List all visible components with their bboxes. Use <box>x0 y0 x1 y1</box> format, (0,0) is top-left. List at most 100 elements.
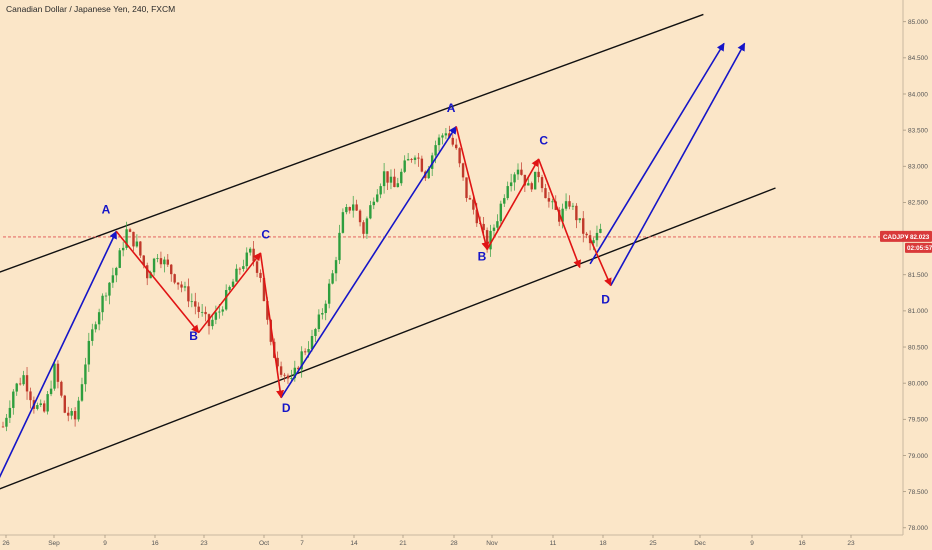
price-tag-box <box>880 230 932 242</box>
x-tick-label-11: 11 <box>550 540 557 547</box>
candle-body <box>142 255 145 266</box>
candle-body <box>46 394 49 412</box>
wave-label-a-0: A <box>102 202 111 216</box>
candle-body <box>290 378 293 379</box>
wave-label-c-6: C <box>539 134 548 148</box>
candle-body <box>352 204 355 211</box>
channel-line-lower <box>0 187 776 490</box>
y-tick-label-2: 79.000 <box>908 453 928 460</box>
wave-label-b-1: B <box>189 329 198 343</box>
candle-body <box>393 176 396 188</box>
corrective-wave-0-seg-2 <box>259 252 285 399</box>
y-tick-label-4: 80.000 <box>908 380 928 387</box>
x-tick-label-17: 23 <box>847 540 855 547</box>
candle-body <box>235 268 238 282</box>
y-tick-label-3: 79.500 <box>908 417 928 424</box>
candle-body <box>139 241 142 256</box>
countdown-text: 02:05:57 <box>907 245 932 252</box>
candle-body <box>582 218 585 234</box>
candle-body <box>527 183 530 186</box>
candle-body <box>558 209 561 222</box>
wave-labels-layer: A B C D A B C D <box>102 101 611 415</box>
candle-body <box>307 349 310 353</box>
candle-body <box>293 367 297 379</box>
candle-body <box>595 232 599 241</box>
candle-body <box>183 286 187 288</box>
candle-body <box>84 364 87 385</box>
candle-body <box>276 357 279 367</box>
candle-body <box>317 314 321 330</box>
candle-body <box>451 137 454 145</box>
y-tick-label-9: 82.500 <box>908 200 928 207</box>
x-tick-label-10: Nov <box>486 540 498 547</box>
candle-body <box>345 207 348 213</box>
candle-body <box>324 303 327 314</box>
candle-body <box>413 157 417 160</box>
candle-body <box>249 248 252 253</box>
candle-body <box>94 324 97 330</box>
candle-body <box>571 205 575 207</box>
candle-body <box>427 168 430 179</box>
y-tick-label-12: 84.000 <box>908 91 928 98</box>
candle-body <box>125 229 128 248</box>
candle-body <box>156 258 159 259</box>
candle-body <box>135 241 139 247</box>
candle-body <box>97 312 101 325</box>
candle-body <box>530 183 533 190</box>
candle-body <box>475 209 478 224</box>
candle-body <box>128 229 132 232</box>
candle-body <box>310 336 314 350</box>
candle-body <box>444 133 448 136</box>
candle-body <box>448 133 451 138</box>
candle-body <box>39 403 42 406</box>
candle-body <box>18 383 22 385</box>
candle-body <box>77 400 80 420</box>
candle-body <box>224 290 228 310</box>
corrective-wave-0-seg-0 <box>115 230 200 334</box>
candle-body <box>283 374 286 376</box>
candle-body <box>245 252 248 267</box>
candle-body <box>578 218 581 221</box>
candle-body <box>441 135 444 138</box>
x-tick-label-5: Oct <box>259 540 269 547</box>
candle-body <box>533 171 537 190</box>
y-tick-label-6: 81.000 <box>908 308 928 315</box>
x-tick-label-13: 25 <box>649 540 657 547</box>
candle-body <box>537 171 540 178</box>
candles-layer <box>1 125 602 432</box>
candle-body <box>104 295 108 297</box>
candle-body <box>286 375 290 379</box>
y-tick-label-1: 78.500 <box>908 489 928 496</box>
waves-layer <box>0 42 746 479</box>
candle-body <box>63 395 66 413</box>
candle-body <box>417 157 420 159</box>
candle-body <box>53 363 56 389</box>
candle-body <box>568 201 571 207</box>
x-tick-label-16: 16 <box>798 540 806 547</box>
candle-body <box>540 177 544 189</box>
candle-body <box>341 212 345 233</box>
wave-label-a-4: A <box>447 101 456 115</box>
candle-body <box>108 282 111 296</box>
candle-body <box>338 232 341 261</box>
candle-body <box>49 388 53 395</box>
candle-body <box>303 351 307 353</box>
candle-body <box>547 198 551 202</box>
candle-body <box>149 272 152 279</box>
candle-body <box>348 207 351 211</box>
candle-body <box>259 272 262 278</box>
candle-body <box>551 201 554 203</box>
candle-body <box>218 311 221 313</box>
wave-label-d-7: D <box>601 293 610 307</box>
impulse-wave-3 <box>609 42 746 286</box>
candle-body <box>561 208 564 222</box>
candle-body <box>238 268 242 270</box>
wave-label-d-3: D <box>282 401 291 415</box>
price-tag-layer[interactable]: CADJPY• 82.023 02:05:57 <box>880 230 932 253</box>
candle-body <box>121 247 125 251</box>
candle-body <box>80 384 84 401</box>
candle-body <box>262 277 266 302</box>
x-tick-label-7: 14 <box>350 540 358 547</box>
candle-body <box>170 264 173 275</box>
